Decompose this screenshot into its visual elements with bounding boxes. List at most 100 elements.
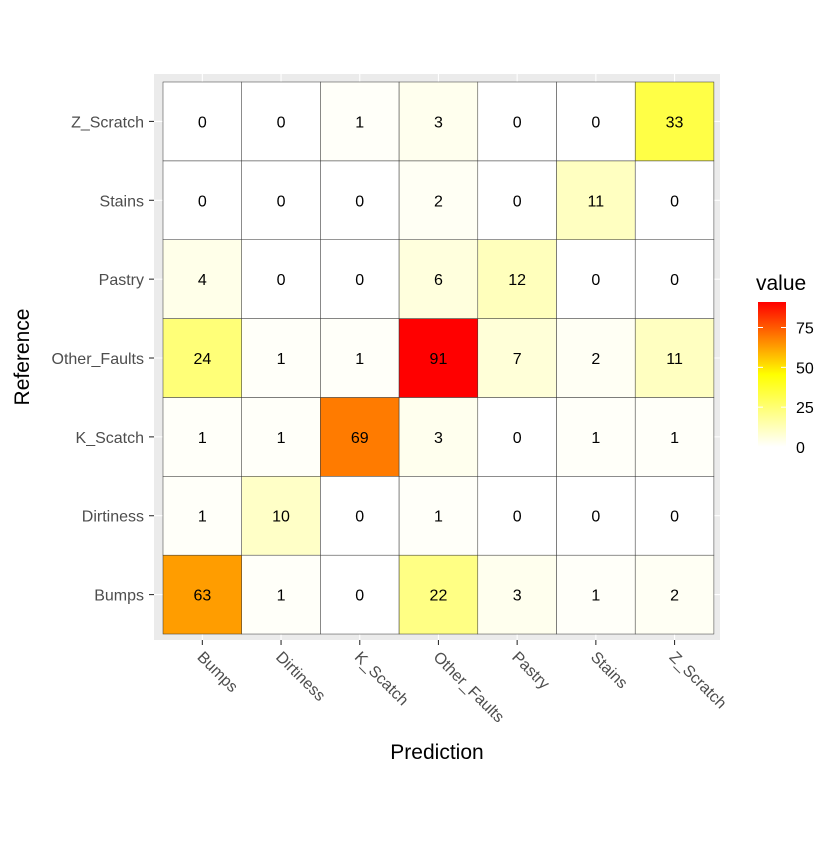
x-axis-title: Prediction (390, 741, 483, 764)
heatmap-cells: 63 1 0 22 3 1 21 10 0 1 0 0 01 1 69 3 0 1 124 1 1 91 7 2 114 0 0 6 1… (154, 74, 720, 640)
cell-other-faults-pastry (477, 318, 557, 398)
cell-z-scratch-dirtiness (241, 81, 321, 162)
cell-value-pastry-other-faults: 6 (434, 272, 443, 289)
cell-bumps-stains (556, 554, 636, 635)
cell-other-faults-other-faults (398, 318, 479, 398)
cell-stains-z-scratch (634, 160, 715, 240)
y-tick-label-stains: Stains (100, 193, 144, 210)
cell-value-dirtiness-z-scratch: 0 (670, 509, 679, 526)
cell-value-stains-k-scatch: 0 (355, 193, 364, 210)
y-axis-title: Reference (11, 309, 34, 406)
cell-value-other-faults-bumps: 24 (193, 351, 211, 368)
cell-pastry-pastry (477, 239, 557, 319)
cell-value-pastry-pastry: 12 (508, 272, 526, 289)
cell-value-stains-other-faults: 2 (434, 193, 443, 210)
cell-value-k-scatch-z-scratch: 1 (670, 430, 679, 447)
cell-value-other-faults-pastry: 7 (513, 351, 522, 368)
cell-value-other-faults-other-faults: 91 (430, 351, 448, 368)
cell-bumps-pastry (477, 554, 557, 635)
cell-value-other-faults-stains: 2 (591, 351, 600, 368)
cell-value-pastry-z-scratch: 0 (670, 272, 679, 289)
cell-value-z-scratch-other-faults: 3 (434, 114, 443, 131)
cell-value-k-scatch-stains: 1 (591, 430, 600, 447)
cell-value-bumps-z-scratch: 2 (670, 588, 679, 605)
cell-dirtiness-dirtiness (241, 476, 321, 556)
cell-value-bumps-bumps: 63 (193, 588, 211, 605)
cell-value-pastry-bumps: 4 (198, 272, 207, 289)
cell-z-scratch-bumps (162, 81, 242, 162)
cell-value-z-scratch-stains: 0 (591, 114, 600, 131)
cell-value-bumps-k-scatch: 0 (355, 588, 364, 605)
cell-value-pastry-stains: 0 (591, 272, 600, 289)
cell-stains-pastry (477, 160, 557, 240)
cell-value-dirtiness-k-scatch: 0 (355, 509, 364, 526)
cell-value-other-faults-k-scatch: 1 (355, 351, 364, 368)
cell-pastry-dirtiness (241, 239, 321, 319)
cell-value-k-scatch-k-scatch: 69 (351, 430, 369, 447)
cell-value-pastry-dirtiness: 0 (277, 272, 286, 289)
cell-value-k-scatch-bumps: 1 (198, 430, 207, 447)
cell-value-bumps-stains: 1 (591, 588, 600, 605)
cell-dirtiness-stains (556, 476, 636, 556)
cell-dirtiness-bumps (162, 476, 242, 556)
cell-value-dirtiness-bumps: 1 (198, 509, 207, 526)
cell-value-dirtiness-dirtiness: 10 (272, 509, 290, 526)
cell-value-dirtiness-other-faults: 1 (434, 509, 443, 526)
cell-dirtiness-z-scratch (634, 476, 715, 556)
cell-bumps-z-scratch (634, 554, 715, 635)
y-tick-label-k-scatch: K_Scatch (76, 430, 144, 447)
cell-k-scatch-bumps (162, 397, 242, 477)
cell-value-stains-pastry: 0 (513, 193, 522, 210)
cell-k-scatch-z-scratch (634, 397, 715, 477)
cell-value-z-scratch-pastry: 0 (513, 114, 522, 131)
cell-value-k-scatch-pastry: 0 (513, 430, 522, 447)
legend-ticks: 0 25 50 75 (758, 320, 814, 457)
cell-bumps-k-scatch (320, 554, 400, 635)
cell-bumps-other-faults (398, 554, 479, 635)
cell-pastry-other-faults (398, 239, 479, 319)
cell-stains-other-faults (398, 160, 479, 240)
y-tick-label-other-faults: Other_Faults (52, 351, 144, 368)
cell-bumps-dirtiness (241, 554, 321, 635)
legend: value 0 25 50 75 (756, 272, 814, 457)
cell-z-scratch-other-faults (398, 81, 479, 162)
y-tick-label-dirtiness: Dirtiness (82, 509, 144, 526)
legend-title: value (756, 272, 806, 295)
cell-stains-stains (556, 160, 636, 240)
cell-value-bumps-dirtiness: 1 (277, 588, 286, 605)
cell-k-scatch-dirtiness (241, 397, 321, 477)
legend-tick-label-0: 0 (796, 440, 805, 457)
cell-value-dirtiness-stains: 0 (591, 509, 600, 526)
cell-value-stains-dirtiness: 0 (277, 193, 286, 210)
cell-other-faults-bumps (162, 318, 242, 398)
cell-z-scratch-z-scratch (634, 81, 715, 162)
cell-value-other-faults-dirtiness: 1 (277, 351, 286, 368)
legend-tick-label-25: 25 (796, 400, 814, 417)
cell-pastry-k-scatch (320, 239, 400, 319)
cell-bumps-bumps (162, 554, 242, 635)
cell-pastry-stains (556, 239, 636, 319)
legend-tick-label-50: 50 (796, 360, 814, 377)
cell-stains-dirtiness (241, 160, 321, 240)
cell-pastry-bumps (162, 239, 242, 319)
cell-value-other-faults-z-scratch: 11 (666, 351, 683, 368)
cell-value-z-scratch-dirtiness: 0 (277, 114, 286, 131)
cell-value-bumps-pastry: 3 (513, 588, 522, 605)
cell-value-stains-bumps: 0 (198, 193, 207, 210)
cell-dirtiness-pastry (477, 476, 557, 556)
cell-dirtiness-k-scatch (320, 476, 400, 556)
cell-value-dirtiness-pastry: 0 (513, 509, 522, 526)
legend-tick-label-75: 75 (796, 320, 814, 337)
cell-k-scatch-k-scatch (320, 397, 400, 477)
cell-stains-k-scatch (320, 160, 400, 240)
cell-z-scratch-k-scatch (320, 81, 400, 162)
cell-pastry-z-scratch (634, 239, 715, 319)
cell-other-faults-stains (556, 318, 636, 398)
cell-value-k-scatch-other-faults: 3 (434, 430, 443, 447)
cell-value-stains-z-scratch: 0 (670, 193, 679, 210)
cell-value-stains-stains: 11 (588, 193, 605, 210)
cell-k-scatch-stains (556, 397, 636, 477)
cell-dirtiness-other-faults (398, 476, 479, 556)
